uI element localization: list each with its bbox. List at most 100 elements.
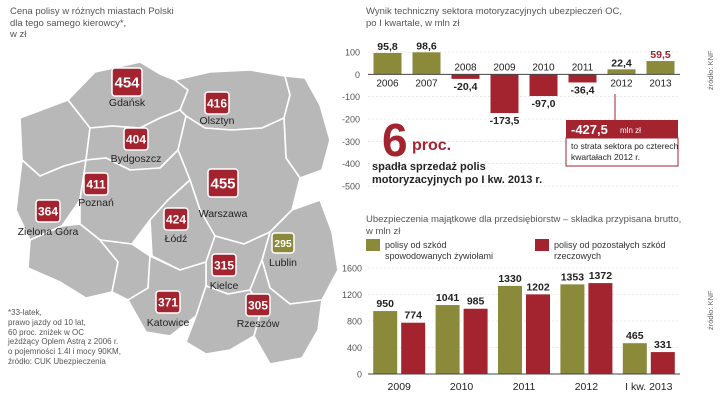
category-label: 2010 [450, 381, 474, 393]
price-label: 455 [210, 175, 235, 192]
bar [568, 74, 597, 83]
data-label: -97,0 [532, 98, 556, 110]
y-tick-label: -300 [342, 137, 360, 147]
data-label: 985 [467, 296, 485, 308]
bar [463, 308, 488, 374]
data-label: 1330 [498, 273, 522, 285]
annotation-text: motoryzacyjnych po I kw. 2013 r. [372, 174, 542, 186]
bar [607, 69, 636, 75]
annotation-unit: proc. [412, 137, 451, 154]
city-marker: 404 Bydgoszcz [111, 127, 162, 165]
bar [373, 311, 398, 374]
price-badge [123, 127, 149, 151]
price-badge [35, 199, 61, 223]
price-badge [245, 293, 271, 317]
bar [526, 294, 550, 374]
city-marker: 315 Kielce [210, 253, 239, 292]
data-label: -20,4 [454, 81, 478, 93]
y-tick-label: 800 [347, 317, 362, 327]
price-badge [111, 67, 143, 97]
city-label: Kielce [210, 280, 239, 292]
price-label: 404 [126, 132, 146, 146]
price-badge [155, 290, 181, 314]
bar [588, 283, 613, 374]
chart2-title: Ubezpieczenia majątkowe dla przedsiębior… [366, 214, 682, 237]
price-badge [83, 172, 109, 196]
city-label: Zielona Góra [18, 226, 79, 238]
data-label: -173,5 [490, 115, 520, 127]
callout-box [565, 137, 679, 167]
bar [373, 52, 402, 75]
category-label: 2009 [493, 62, 516, 73]
bar [451, 74, 480, 79]
price-label: 416 [207, 96, 227, 110]
poland-map: 454 Gdańsk 416 Olsztyn 404 Bydgoszcz 411 Poznań… [15, 61, 339, 365]
city-label: Rzeszów [237, 318, 280, 330]
map-outline [15, 61, 339, 365]
city-label: Bydgoszcz [111, 153, 162, 165]
annotation-big-number: 6 [382, 114, 408, 166]
region-podlaskie [283, 75, 331, 179]
y-tick-label: -100 [342, 92, 360, 102]
callout-badge [566, 120, 678, 138]
price-label: 411 [86, 177, 106, 191]
city-label: Łódź [165, 233, 188, 245]
callout-text: kwartałach 2012 r. [571, 152, 640, 162]
bar [529, 74, 558, 96]
bar [498, 285, 522, 374]
city-label: Olsztyn [199, 115, 234, 127]
category-label: 2013 [649, 78, 672, 89]
data-label: 1353 [561, 271, 585, 283]
y-tick-label: -500 [342, 182, 360, 192]
city-marker: 411 Poznań [78, 172, 114, 209]
city-marker: 295 Lublin [269, 232, 297, 269]
legend-label: spowodowanych żywiołami [385, 251, 493, 261]
data-label: 950 [376, 298, 394, 310]
price-badge [207, 168, 239, 198]
data-label: 95,8 [377, 41, 398, 53]
price-label: 371 [158, 295, 178, 309]
y-tick-label: 100 [345, 48, 360, 58]
callout-unit: mln zł [620, 126, 641, 135]
city-marker: 454 Gdańsk [109, 67, 146, 109]
category-label: 2012 [610, 78, 633, 89]
category-label: 2011 [513, 381, 536, 393]
chart1-title: Wynik techniczny sektora motoryzacyjnych… [366, 6, 622, 29]
y-tick-label: -200 [342, 115, 360, 125]
region-podkarpackie [249, 259, 323, 365]
legend-label: polisy od szkód [385, 240, 447, 250]
price-badge [211, 253, 237, 277]
category-label: 2009 [388, 381, 412, 393]
annotation-text: spadła sprzedaż polis [372, 161, 486, 173]
data-label: 1041 [436, 292, 460, 304]
bar [401, 322, 426, 374]
city-marker: 455 Warszawa [199, 168, 247, 220]
city-label: Poznań [78, 197, 114, 209]
city-label: Lublin [269, 257, 297, 269]
category-label: 2006 [376, 78, 399, 89]
legend-label: rzeczowych [554, 251, 601, 261]
data-label: 465 [626, 330, 644, 342]
price-badge [271, 232, 295, 254]
category-label: 2007 [415, 78, 438, 89]
data-label: 774 [404, 310, 422, 322]
y-tick-label: 0 [357, 370, 362, 380]
city-marker: 424 Łódź [163, 207, 189, 245]
legend-label: polisy od pozostałych szkód [554, 240, 666, 250]
legend-swatch [366, 239, 380, 251]
data-label: 98,6 [416, 40, 437, 52]
y-tick-label: 1600 [342, 264, 362, 274]
map-footnote: *33-latek, prawo jazdy od 10 lat, 60 pro… [8, 308, 121, 366]
price-label: 454 [114, 74, 140, 91]
bar [412, 52, 441, 75]
category-label: 2008 [454, 62, 477, 73]
data-label: 22,4 [611, 57, 632, 69]
y-tick-label: 400 [347, 343, 362, 353]
callout-text: to strata sektora po czterech [571, 141, 679, 151]
y-tick-label: 1200 [342, 290, 362, 300]
callout-value: -427,5 [571, 122, 608, 137]
category-label: I kw. 2013 [625, 381, 672, 393]
data-label: 1372 [589, 270, 613, 282]
price-label: 424 [166, 212, 186, 226]
